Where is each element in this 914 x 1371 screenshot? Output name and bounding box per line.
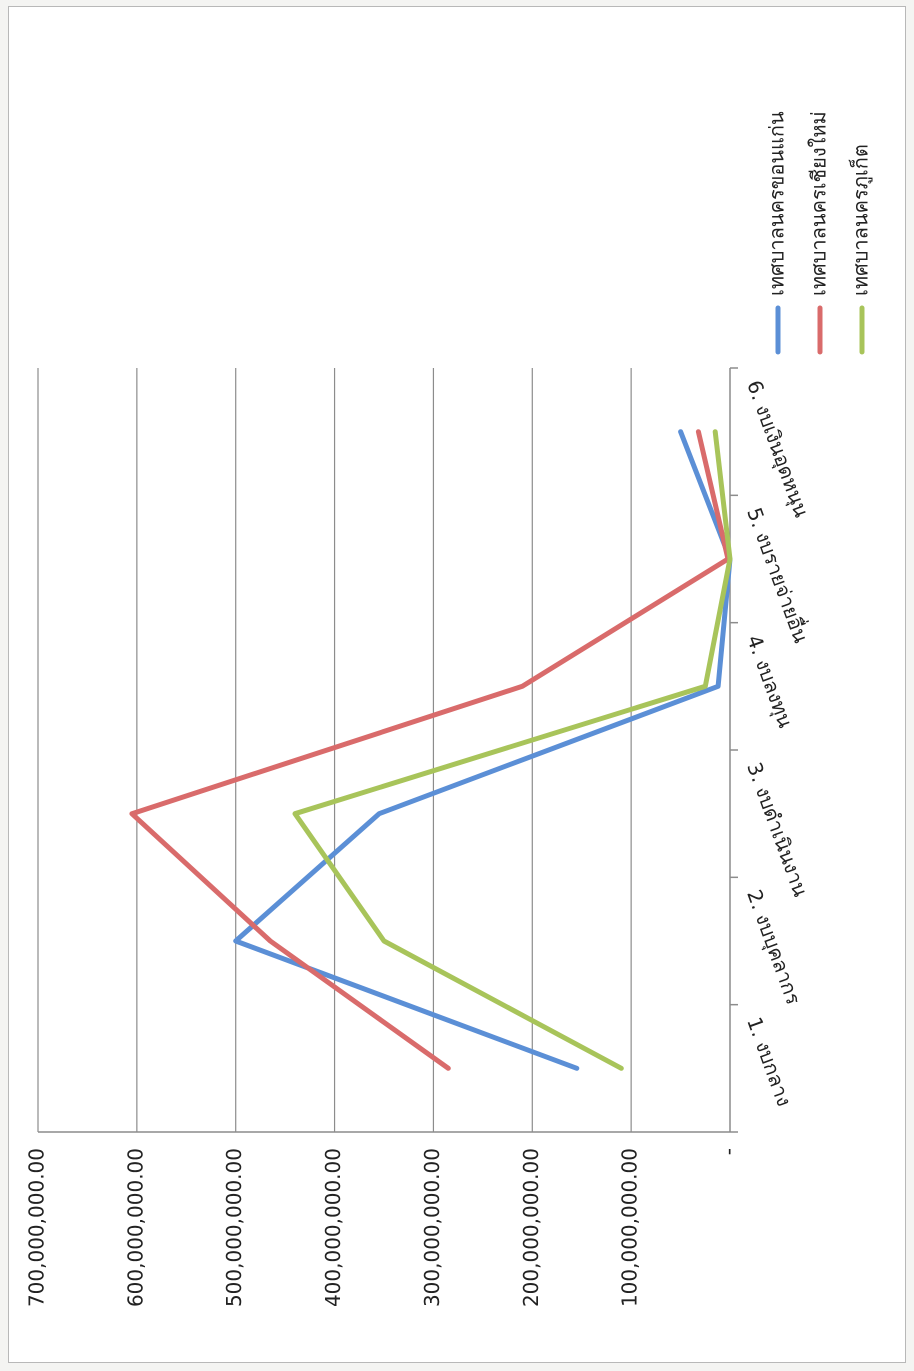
value-tick-label: 300,000,000.00 xyxy=(420,1148,444,1307)
series-line xyxy=(233,429,733,1071)
legend-label: เทศบาลนครภูเก็ต xyxy=(848,144,874,296)
gridlines xyxy=(37,368,632,1132)
value-tick-label: 600,000,000.00 xyxy=(123,1148,147,1307)
chart-frame xyxy=(8,6,906,1363)
category-label: 3. งบดำเนินงาน xyxy=(742,759,813,900)
value-tick-label: 100,000,000.00 xyxy=(618,1148,642,1307)
value-axis-tick-labels: - 100,000,000.00 200,000,000.00 300,000,000… xyxy=(25,1148,741,1307)
category-label: 5. งบรายจ่ายอื่น xyxy=(742,504,815,647)
series-lines xyxy=(129,429,733,1071)
legend-label: เทศบาลนครเชียงใหม่ xyxy=(807,111,831,296)
value-tick-label: 200,000,000.00 xyxy=(519,1148,543,1307)
axes xyxy=(38,367,738,1133)
value-tick-label: - xyxy=(717,1148,741,1155)
legend: เทศบาลนครขอนแก่น เทศบาลนครเชียงใหม่ เทศบาล… xyxy=(765,111,874,355)
category-label: 4. งบลงทุน xyxy=(741,632,798,732)
series-line xyxy=(292,429,733,1071)
value-tick-label: 400,000,000.00 xyxy=(321,1148,345,1307)
category-label: 2. งบบุคลากร xyxy=(741,886,806,1008)
category-label: 6. งบเงินอุดหนุน xyxy=(741,377,814,521)
legend-label: เทศบาลนครขอนแก่น xyxy=(765,111,789,296)
value-tick-label: 500,000,000.00 xyxy=(222,1148,246,1307)
value-tick-label: 700,000,000.00 xyxy=(25,1148,49,1307)
category-label: 1. งบกลาง xyxy=(742,1014,796,1110)
series-line xyxy=(129,429,731,1071)
